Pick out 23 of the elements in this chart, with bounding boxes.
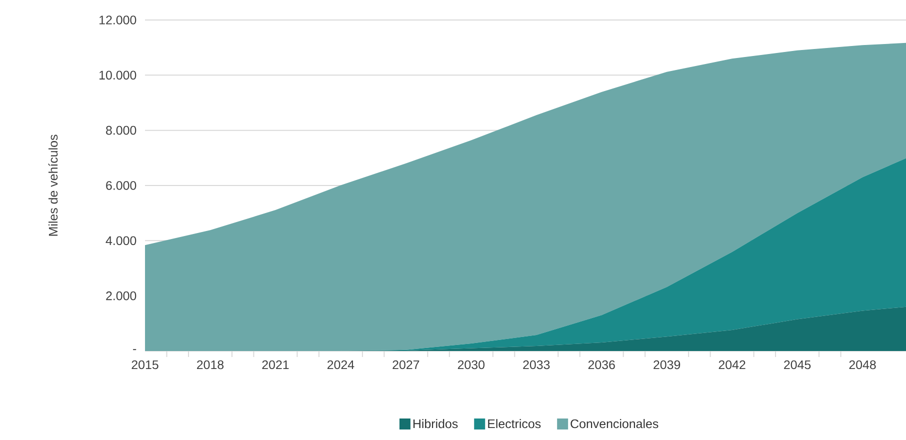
x-tick-label: 2039 [654,360,680,370]
legend-label: Convencionales [570,419,658,428]
y-tick-label: 8.000 [106,126,136,135]
x-tick-label: 2015 [132,360,158,370]
x-tick-label: 2042 [718,360,746,370]
y-axis-title: Miles de vehículos [48,134,58,236]
x-tick-label: 2024 [327,360,354,370]
x-tick-label: 2045 [784,360,811,370]
y-tick-label: 2.000 [106,291,136,300]
x-tick-label: 2021 [262,360,289,370]
x-tick-label: 2036 [588,360,615,370]
x-tick-label: 2027 [392,360,420,370]
x-tick-label: 2048 [849,360,876,370]
legend-label: Hibridos [413,419,458,428]
y-tick-label: 4.000 [106,236,136,246]
y-tick-label: 6.000 [106,181,136,190]
y-tick-label: 10.000 [100,70,136,80]
x-tick-label: 2033 [523,360,550,370]
x-tick-label: 2030 [458,360,485,370]
x-tick-label: 2018 [197,360,224,370]
y-tick-label: 12.000 [100,16,136,24]
legend-label: Electricos [488,419,541,428]
y-tick-label: - [133,349,136,350]
